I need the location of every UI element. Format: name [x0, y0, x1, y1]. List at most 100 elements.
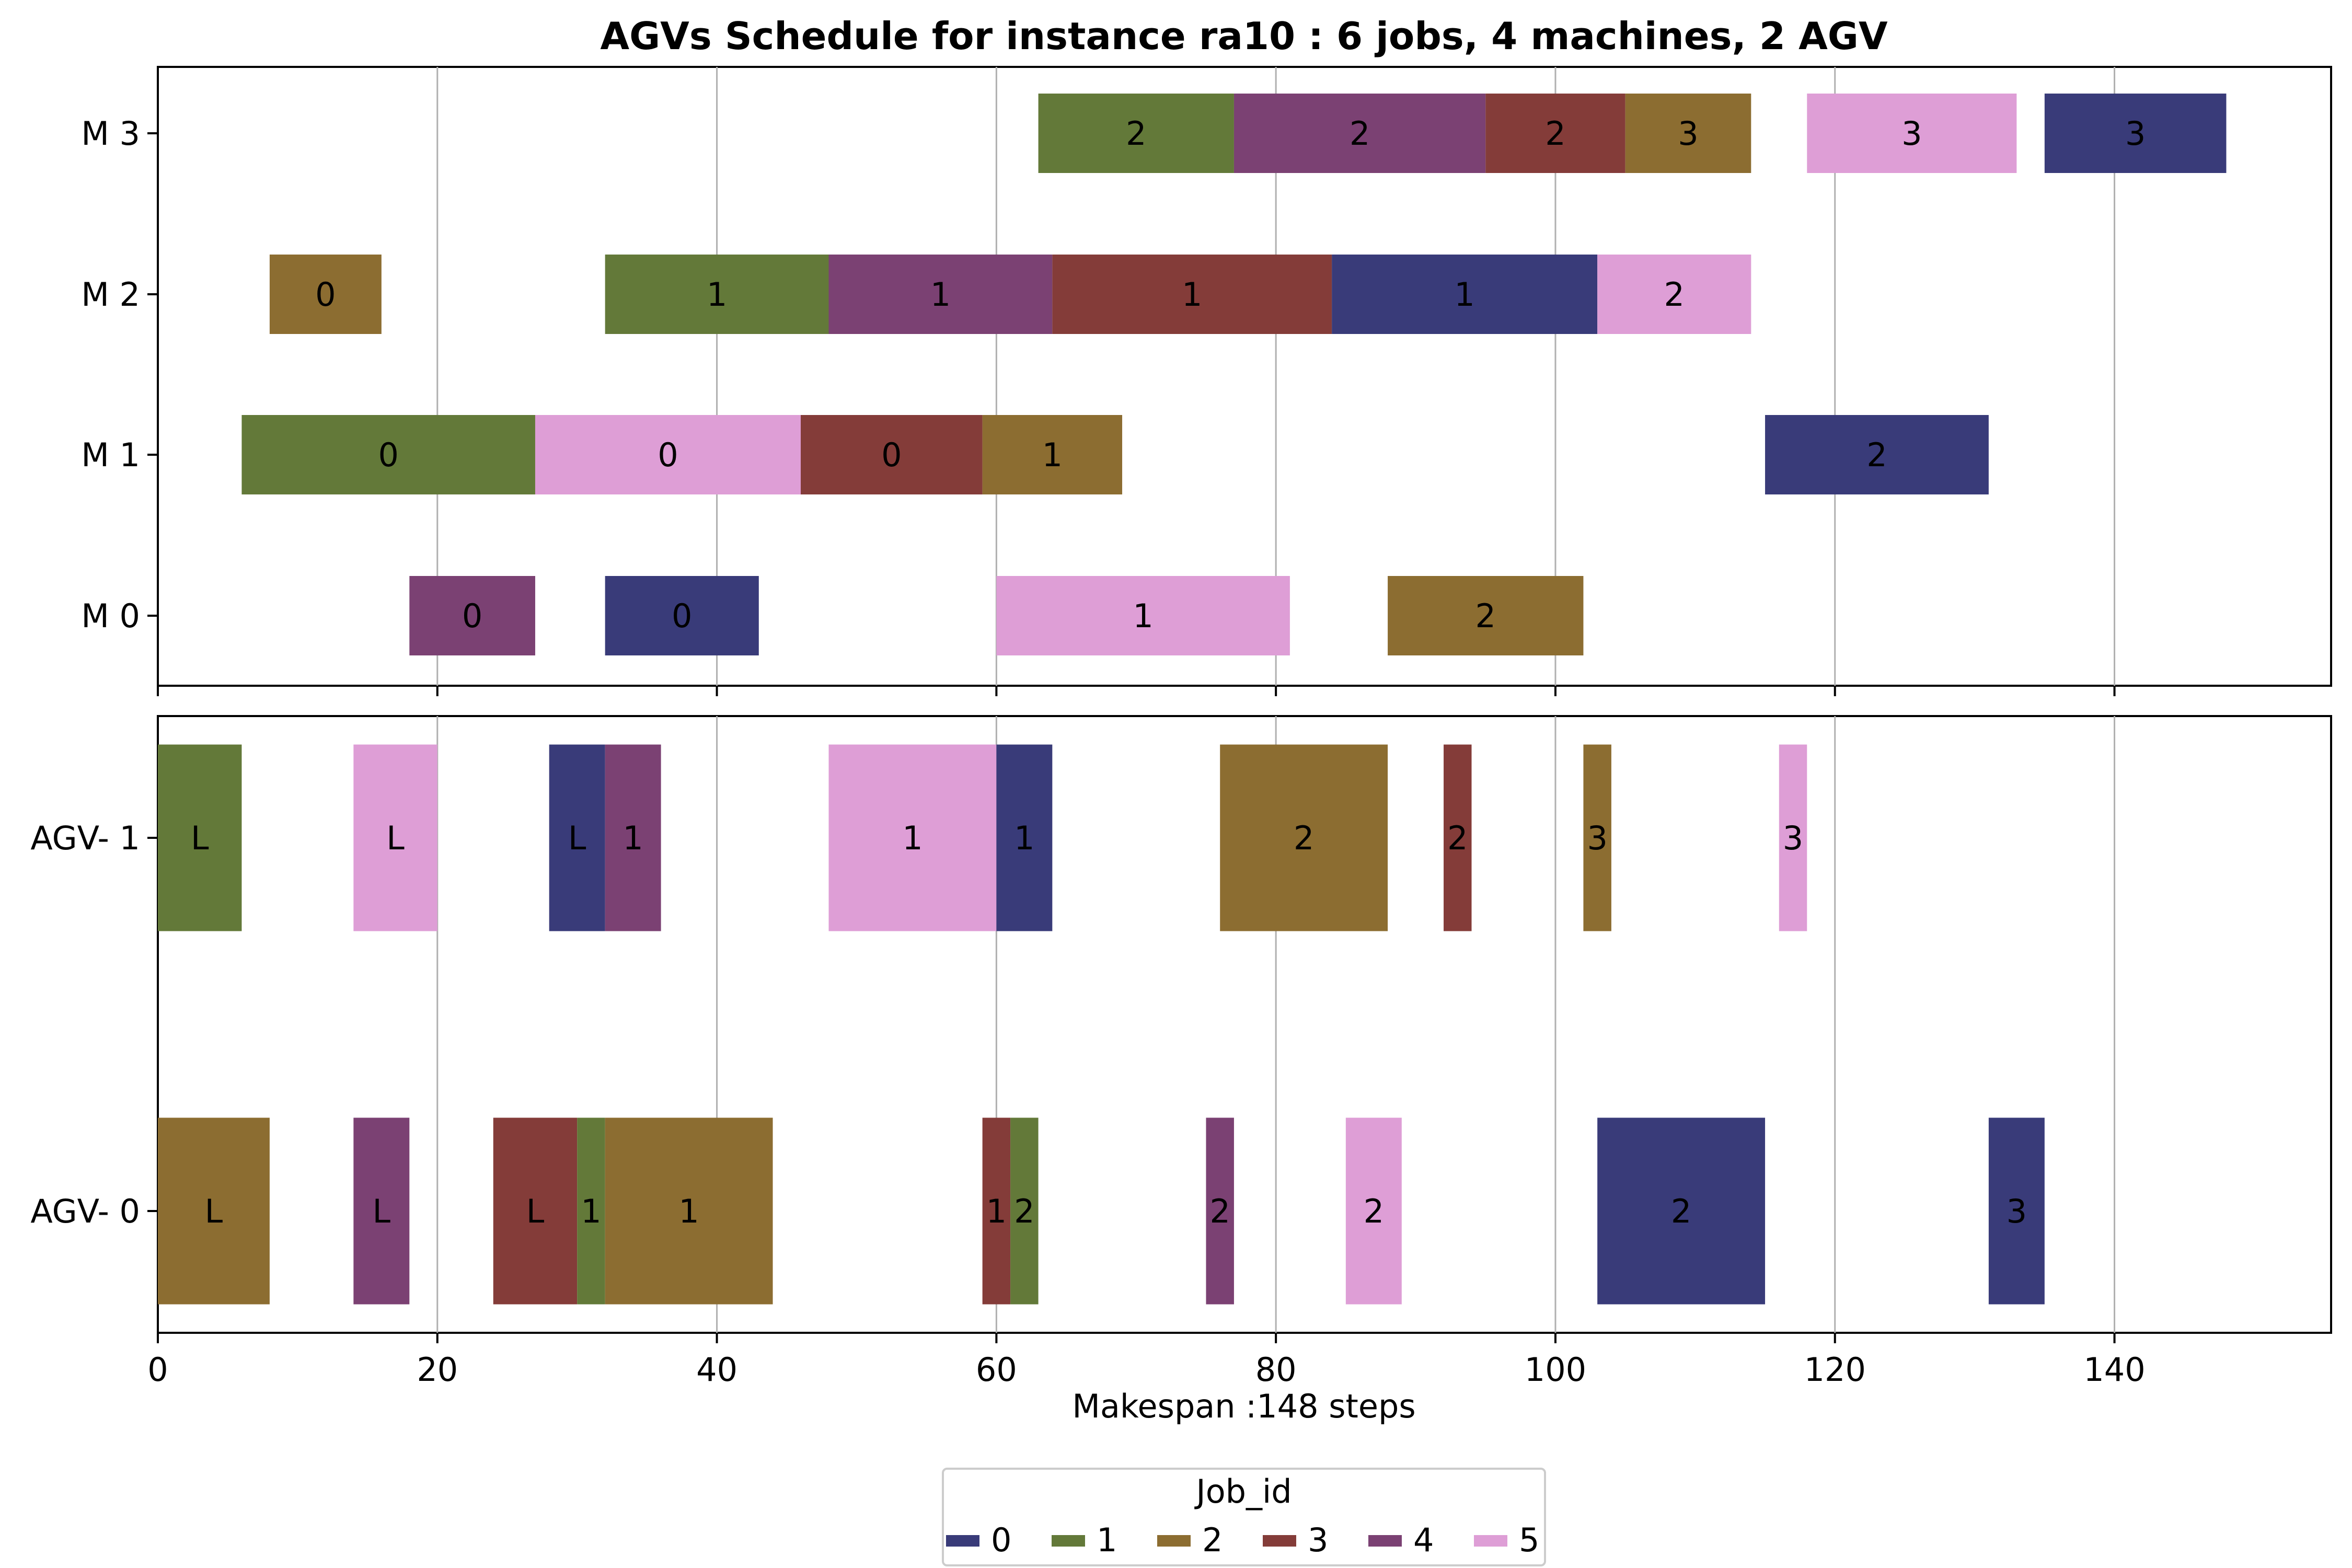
machine-panel-task-bar — [1765, 415, 1989, 494]
machine-panel-y-tick-label: M 1 — [81, 436, 140, 474]
agv-panel-task-label: L — [191, 819, 209, 857]
agv-panel-task-bar — [605, 744, 661, 931]
machine-panel-task-bar — [828, 255, 1053, 334]
agv-panel-x-tick-label: 140 — [2083, 1351, 2145, 1389]
machine-panel-task-bar — [409, 576, 535, 655]
machine-panel-task-label: 2 — [1545, 114, 1565, 153]
agv-panel-task-label: 1 — [1014, 819, 1034, 857]
agv-panel-task-bar — [828, 744, 997, 931]
agv-panel-task-label: 2 — [1294, 819, 1314, 857]
agv-panel-task-bar — [1010, 1117, 1039, 1305]
agv-panel-task-bar — [996, 744, 1053, 931]
agv-panel-task-bar — [1779, 744, 1807, 931]
agv-panel-task-label: 2 — [1447, 819, 1468, 857]
agv-panel-task-bar — [353, 744, 437, 931]
machine-panel-task-label: 2 — [1664, 275, 1685, 314]
machine-panel-y-tick-label: M 3 — [81, 114, 140, 153]
agv-panel-task-bar — [1583, 744, 1611, 931]
agv-panel-task-bar — [493, 1117, 578, 1305]
machine-panel-task-label: 1 — [1133, 597, 1153, 635]
legend: Job_id 0 1 2 3 4 5 — [942, 1468, 1546, 1566]
agv-panel-x-tick-label: 40 — [696, 1351, 737, 1389]
agv-panel-task-bar — [158, 744, 242, 931]
agv-panel-task-label: 1 — [902, 819, 923, 857]
machine-panel-task-bar — [2044, 94, 2227, 173]
legend-title: Job_id — [1194, 1472, 1292, 1511]
agv-panel-task-label: 2 — [1014, 1192, 1034, 1230]
machine-panel-task-bar — [801, 415, 983, 494]
machine-panel-task-label: 2 — [1866, 436, 1887, 474]
agv-panel-task-bar — [982, 1117, 1011, 1305]
agv-panel-task-bar — [1597, 1117, 1766, 1305]
agv-panel-task-label: 2 — [1209, 1192, 1230, 1230]
agv-panel-task-label: L — [526, 1192, 545, 1230]
agv-panel-task-label: L — [568, 819, 586, 857]
agv-panel-task-label: 2 — [1671, 1192, 1691, 1230]
agv-panel-x-tick-label: 100 — [1525, 1351, 1586, 1389]
agv-panel-task-bar — [1444, 744, 1472, 931]
agv-panel-task-label: 1 — [678, 1192, 699, 1230]
agv-panel-x-tick-label: 120 — [1804, 1351, 1866, 1389]
agv-panel-task-label: 1 — [581, 1192, 601, 1230]
agv-panel-task-bar — [158, 1117, 270, 1305]
agv-panel-y-tick-label: AGV- 0 — [30, 1192, 140, 1230]
agv-panel-task-label: 1 — [986, 1192, 1007, 1230]
machine-panel-task-label: 1 — [707, 275, 727, 314]
machine-panel-task-bar — [982, 415, 1123, 494]
agv-panel-task-bar — [1220, 744, 1388, 931]
agv-panel-x-tick-label: 20 — [417, 1351, 458, 1389]
legend-swatch — [1157, 1535, 1191, 1547]
agv-panel-task-label: L — [386, 819, 405, 857]
agv-panel-task-label: L — [373, 1192, 391, 1230]
agv-panel-task-bar — [605, 1117, 773, 1305]
legend-label: 2 — [1202, 1521, 1223, 1559]
machine-panel-task-bar — [535, 415, 801, 494]
machine-panel-task-label: 0 — [378, 436, 398, 474]
agv-panel-task-label: L — [205, 1192, 223, 1230]
machine-panel-y-tick-label: M 0 — [81, 597, 140, 635]
machine-panel-task-bar — [1807, 94, 2017, 173]
machine-panel-task-bar — [605, 576, 759, 655]
legend-swatch — [1368, 1535, 1402, 1547]
legend-label: 0 — [991, 1521, 1011, 1559]
machine-panel-task-label: 0 — [658, 436, 678, 474]
legend-swatch — [1474, 1535, 1507, 1547]
machine-panel-task-label: 0 — [462, 597, 482, 635]
machine-panel-y-tick-label: M 2 — [81, 275, 140, 314]
agv-panel-task-bar — [1345, 1117, 1402, 1305]
machine-panel-task-label: 3 — [1678, 114, 1698, 153]
agv-panel-task-bar — [1206, 1117, 1234, 1305]
machine-panel-task-label: 3 — [1901, 114, 1922, 153]
agv-panel-x-tick-label: 60 — [976, 1351, 1017, 1389]
machine-panel-task-label: 1 — [1454, 275, 1474, 314]
machine-panel-task-bar — [605, 255, 829, 334]
legend-label: 1 — [1097, 1521, 1117, 1559]
agv-panel-x-tick-label: 80 — [1255, 1351, 1297, 1389]
machine-panel-task-label: 3 — [2125, 114, 2146, 153]
legend-swatch — [1052, 1535, 1085, 1547]
machine-panel-task-label: 2 — [1126, 114, 1146, 153]
agv-panel-task-bar — [549, 744, 605, 931]
agv-panel-task-label: 3 — [1783, 819, 1803, 857]
machine-panel-task-bar — [1597, 255, 1751, 334]
agv-panel-task-bar — [1988, 1117, 2045, 1305]
machine-panel-task-label: 1 — [930, 275, 951, 314]
machine-panel-task-bar — [1233, 94, 1486, 173]
machine-panel-task-label: 0 — [672, 597, 692, 635]
machine-panel: 2 2 2 3 3 3 0 1 1 1 1 2 0 0 0 1 2 0 0 1 2 M 0 M 1 M 2 M 3 — [81, 66, 2332, 696]
legend-swatch — [1263, 1535, 1296, 1547]
chart-title: AGVs Schedule for instance ra10 : 6 jobs… — [600, 14, 1888, 58]
machine-panel-task-label: 2 — [1475, 597, 1496, 635]
machine-panel-task-bar — [1485, 94, 1625, 173]
agv-panel-task-label: 3 — [2007, 1192, 2027, 1230]
legend-label: 3 — [1308, 1521, 1328, 1559]
legend-swatch — [946, 1535, 979, 1547]
agv-panel-task-label: 1 — [622, 819, 643, 857]
machine-panel-task-bar — [1625, 94, 1751, 173]
agv-panel-task-bar — [353, 1117, 410, 1305]
machine-panel-task-bar — [1052, 255, 1332, 334]
agv-panel-task-bar — [577, 1117, 605, 1305]
legend-label: 4 — [1413, 1521, 1434, 1559]
